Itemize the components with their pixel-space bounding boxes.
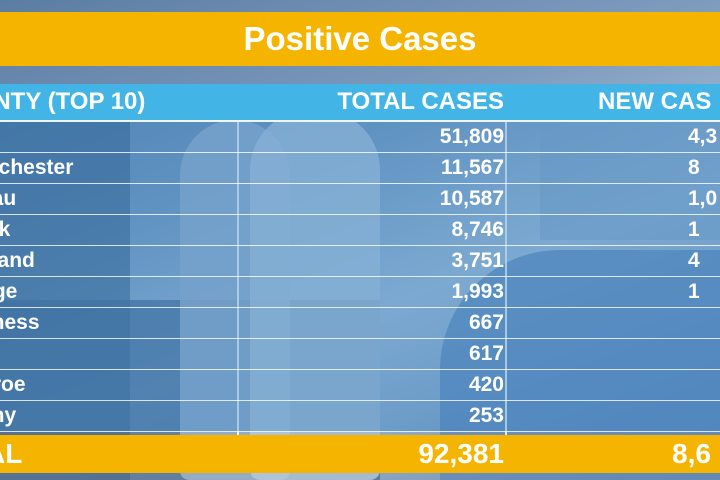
new-cases-value: 4,3 (688, 125, 718, 148)
column-divider (505, 84, 507, 458)
table-row: chess 667 (0, 308, 720, 339)
title-banner: Positive Cases (0, 12, 720, 66)
table-row: stchester 11,567 8 (0, 153, 720, 184)
table-row: C 51,809 4,3 (0, 122, 720, 153)
page-title: Positive Cases (243, 20, 477, 57)
table-row: sau 10,587 1,0 (0, 184, 720, 215)
new-cases-value: 1 (688, 280, 700, 303)
total-cases-value: 8,746 (451, 218, 504, 241)
total-cases-value: 1,993 (451, 280, 504, 303)
total-cases-value: 617 (468, 342, 504, 365)
total-cases-value: 51,809 (439, 125, 504, 148)
county-name: any (0, 404, 17, 427)
total-cases-value: 253 (468, 404, 504, 427)
county-name: nge (0, 280, 18, 303)
county-name: olk (0, 218, 11, 241)
total-cases-value: 3,751 (451, 249, 504, 272)
table-row: olk 8,746 1 (0, 215, 720, 246)
table-header: UNTY (TOP 10) TOTAL CASES NEW CAS (0, 84, 720, 122)
total-cases-value: 11,567 (440, 156, 504, 179)
new-cases-value: 1 (688, 218, 700, 241)
total-cases-value: 10,587 (439, 187, 504, 210)
table-body: C 51,809 4,3 stchester 11,567 8 sau 10,5… (0, 122, 720, 432)
table-row: kland 3,751 4 (0, 246, 720, 277)
table-row: nroe 420 (0, 370, 720, 401)
cases-table: UNTY (TOP 10) TOTAL CASES NEW CAS C 51,8… (0, 84, 720, 473)
column-divider (237, 84, 239, 458)
total-cases-value: 420 (468, 373, 504, 396)
total-label: TAL (0, 438, 23, 469)
table-row: nge 1,993 1 (0, 277, 720, 308)
new-cases-sum: 8,6 (672, 438, 711, 469)
new-cases-value: 8 (688, 156, 700, 179)
lab-worker-right (250, 110, 380, 480)
new-cases-value: 4 (688, 249, 700, 272)
total-cases-column-header: TOTAL CASES (337, 88, 504, 115)
county-name: sau (0, 187, 17, 210)
county-column-header: UNTY (TOP 10) (0, 88, 146, 115)
new-cases-value: 1,0 (688, 187, 718, 210)
total-row: TAL 92,381 8,6 (0, 435, 720, 473)
county-name: stchester (0, 156, 74, 179)
new-cases-column-header: NEW CAS (598, 88, 712, 115)
lab-shelf (540, 120, 720, 240)
total-cases-value: 667 (468, 311, 504, 334)
county-name: nroe (0, 373, 26, 396)
county-name: chess (0, 311, 40, 334)
table-row: any 253 (0, 401, 720, 432)
table-row: 617 (0, 339, 720, 370)
total-cases-sum: 92,381 (418, 438, 504, 469)
county-name: kland (0, 249, 35, 272)
